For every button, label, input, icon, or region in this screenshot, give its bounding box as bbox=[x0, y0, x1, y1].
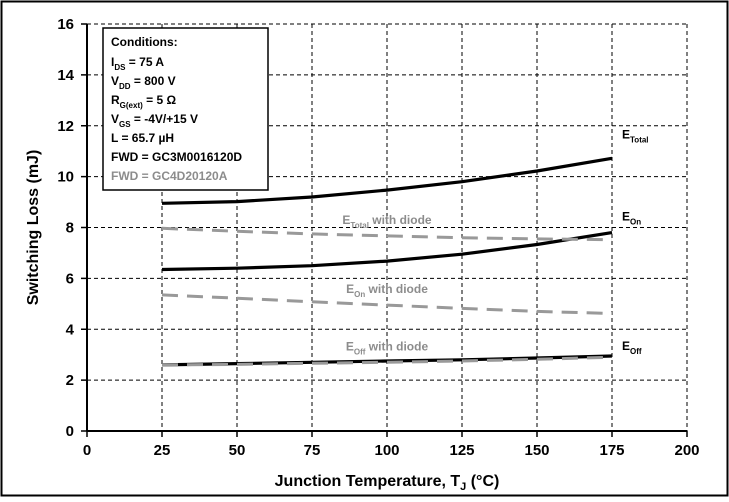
series-label: EOff bbox=[622, 339, 642, 356]
x-tick-label: 100 bbox=[374, 442, 399, 459]
condition-line: FWD = GC3M0016120D bbox=[111, 150, 242, 164]
x-tick-label: 0 bbox=[83, 442, 91, 459]
y-tick-label: 12 bbox=[57, 118, 74, 135]
series-line bbox=[161, 231, 613, 272]
x-axis-title: Junction Temperature, TJ (°C) bbox=[275, 473, 500, 493]
condition-line: VGS = -4V/+15 V bbox=[111, 112, 198, 129]
x-tick-label: 175 bbox=[599, 442, 624, 459]
series-line bbox=[161, 226, 613, 242]
x-tick-label: 150 bbox=[524, 442, 549, 459]
y-tick-label: 14 bbox=[57, 67, 74, 84]
series-label: ETotal bbox=[622, 127, 649, 144]
conditions-title: Conditions: bbox=[111, 35, 178, 49]
x-tick-label: 200 bbox=[674, 442, 699, 459]
condition-line: FWD = GC4D20120A bbox=[111, 169, 228, 183]
series-line bbox=[161, 156, 613, 205]
axes: 0 25 50 75 100 125 150 175 200 0 2 4 6 8 10 12 14 16 Junct… bbox=[25, 16, 700, 493]
y-tick-label: 16 bbox=[57, 16, 74, 33]
series-label: EOff with diode bbox=[346, 339, 429, 356]
x-tick-label: 125 bbox=[449, 442, 474, 459]
condition-line: VDD = 800 V bbox=[111, 74, 176, 91]
series-labels: ETotal EOn EOff ETotal with diode EOn with d… bbox=[342, 127, 648, 356]
series-line bbox=[161, 355, 613, 367]
y-tick-label: 4 bbox=[66, 321, 75, 338]
series-label: EOn bbox=[622, 210, 641, 227]
y-tick-label: 6 bbox=[66, 270, 74, 287]
conditions-box: Conditions: IDS = 75 A VDD = 800 V RG(ext) … bbox=[102, 27, 269, 191]
series-label: ETotal with diode bbox=[342, 213, 432, 230]
y-tick-label: 8 bbox=[66, 220, 74, 237]
x-tick-label: 25 bbox=[154, 442, 171, 459]
x-tick-label: 75 bbox=[304, 442, 321, 459]
x-tick-label: 50 bbox=[229, 442, 246, 459]
y-axis-title: Switching Loss (mJ) bbox=[25, 150, 42, 306]
condition-line: L = 65.7 µH bbox=[111, 131, 174, 145]
series-label: EOn with diode bbox=[346, 282, 428, 299]
conditions-frame bbox=[102, 27, 269, 191]
series-line bbox=[161, 293, 613, 315]
series-lines bbox=[161, 156, 613, 367]
y-tick-label: 2 bbox=[66, 372, 74, 389]
y-tick-label: 0 bbox=[66, 423, 74, 440]
y-tick-label: 10 bbox=[57, 169, 74, 186]
condition-line: RG(ext) = 5 Ω bbox=[111, 93, 176, 110]
condition-line: IDS = 75 A bbox=[111, 55, 164, 72]
